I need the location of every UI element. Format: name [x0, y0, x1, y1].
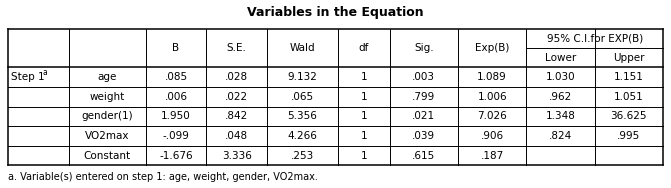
Text: 5.356: 5.356	[288, 111, 317, 121]
Text: 1.051: 1.051	[614, 92, 643, 102]
Text: VO2max: VO2max	[85, 131, 130, 141]
Text: 1.089: 1.089	[477, 72, 507, 82]
Text: 9.132: 9.132	[288, 72, 317, 82]
Text: Sig.: Sig.	[414, 43, 433, 53]
Text: a. Variable(s) entered on step 1: age, weight, gender, VO2max.: a. Variable(s) entered on step 1: age, w…	[8, 172, 318, 182]
Text: .048: .048	[225, 131, 248, 141]
Text: -1.676: -1.676	[159, 151, 193, 161]
Text: df: df	[358, 43, 369, 53]
Text: Lower: Lower	[545, 53, 576, 63]
Text: .028: .028	[225, 72, 248, 82]
Text: Step 1: Step 1	[11, 72, 44, 82]
Text: gender(1): gender(1)	[81, 111, 133, 121]
Text: 1.006: 1.006	[477, 92, 507, 102]
Text: B: B	[172, 43, 180, 53]
Text: 1: 1	[360, 111, 367, 121]
Text: .995: .995	[617, 131, 640, 141]
Text: Wald: Wald	[290, 43, 315, 53]
Text: .021: .021	[412, 111, 435, 121]
Text: .824: .824	[549, 131, 572, 141]
Text: 1.151: 1.151	[614, 72, 643, 82]
Text: .187: .187	[480, 151, 504, 161]
Text: .022: .022	[225, 92, 248, 102]
Text: 1.348: 1.348	[546, 111, 576, 121]
Text: 3.336: 3.336	[222, 151, 252, 161]
Text: 1.950: 1.950	[161, 111, 191, 121]
Text: .962: .962	[549, 92, 572, 102]
Text: 95% C.I.for EXP(B): 95% C.I.for EXP(B)	[546, 34, 643, 44]
Text: 1: 1	[360, 151, 367, 161]
Text: .085: .085	[164, 72, 187, 82]
Text: .039: .039	[412, 131, 435, 141]
Text: .906: .906	[480, 131, 504, 141]
Text: 4.266: 4.266	[288, 131, 317, 141]
Text: 1: 1	[360, 92, 367, 102]
Text: .799: .799	[412, 92, 435, 102]
Text: 1.030: 1.030	[546, 72, 575, 82]
Text: .065: .065	[291, 92, 314, 102]
Text: .615: .615	[412, 151, 435, 161]
Text: .006: .006	[164, 92, 187, 102]
Text: a: a	[42, 68, 47, 77]
Text: -.099: -.099	[162, 131, 189, 141]
Text: Exp(B): Exp(B)	[475, 43, 509, 53]
Text: 36.625: 36.625	[611, 111, 647, 121]
Text: weight: weight	[89, 92, 125, 102]
Text: .253: .253	[291, 151, 314, 161]
Text: .842: .842	[225, 111, 248, 121]
Text: Variables in the Equation: Variables in the Equation	[247, 6, 424, 19]
Text: 1: 1	[360, 131, 367, 141]
Text: age: age	[97, 72, 117, 82]
Text: .003: .003	[412, 72, 435, 82]
Text: 7.026: 7.026	[477, 111, 507, 121]
Text: Upper: Upper	[613, 53, 645, 63]
Text: Constant: Constant	[84, 151, 131, 161]
Text: 1: 1	[360, 72, 367, 82]
Text: S.E.: S.E.	[227, 43, 247, 53]
